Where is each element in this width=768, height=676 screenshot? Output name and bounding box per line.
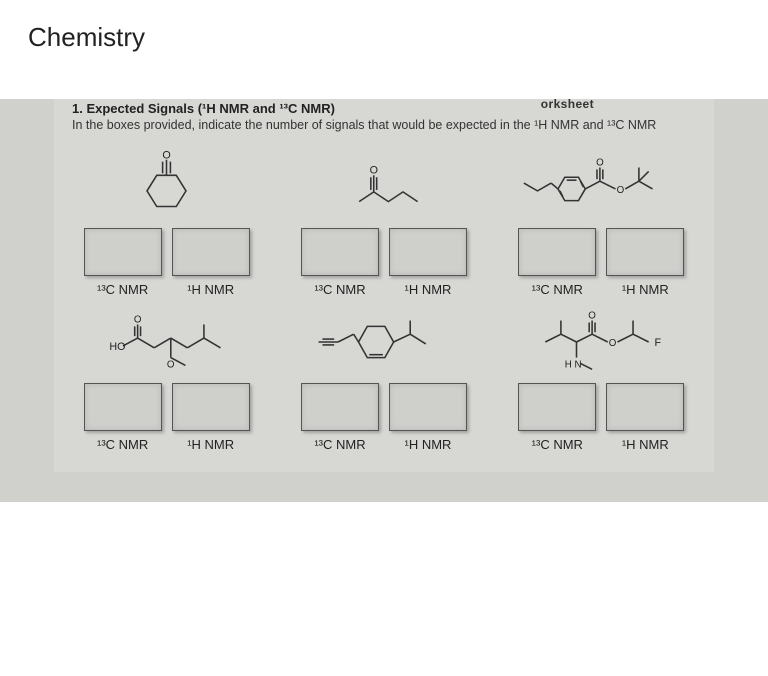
label-c13: ¹³C NMR [84, 282, 162, 297]
answer-box-h1[interactable] [172, 383, 250, 431]
structure-amine-ester: O O H N F [507, 303, 696, 381]
label-h1: ¹H NMR [606, 437, 684, 452]
structure-aryl-ester: O O [507, 148, 696, 226]
label-c13: ¹³C NMR [518, 437, 596, 452]
label-h1: ¹H NMR [606, 282, 684, 297]
label-h1: ¹H NMR [172, 437, 250, 452]
question-title: Expected Signals (¹H NMR and ¹³C NMR) [86, 101, 334, 116]
answer-box-h1[interactable] [389, 228, 467, 276]
svg-text:O: O [134, 314, 142, 325]
answer-box-h1[interactable] [606, 383, 684, 431]
answer-box-c13[interactable] [84, 383, 162, 431]
answer-box-h1[interactable] [172, 228, 250, 276]
answer-box-c13[interactable] [301, 228, 379, 276]
problem-2: O ¹³C NMR ¹H NMR [289, 148, 478, 297]
structure-aldehyde: O [289, 148, 478, 226]
svg-text:HO: HO [109, 341, 125, 353]
problem-6: O O H N F ¹³C NMR ¹H NMR [507, 303, 696, 452]
problem-3: O O ¹³C NMR ¹H NMR [507, 148, 696, 297]
structure-acid-ether: O HO O [72, 303, 261, 381]
answer-box-c13[interactable] [518, 383, 596, 431]
svg-text:F: F [655, 337, 662, 349]
answer-box-h1[interactable] [389, 383, 467, 431]
svg-text:O: O [162, 150, 170, 162]
svg-text:O: O [597, 157, 605, 168]
svg-text:O: O [617, 185, 625, 196]
svg-text:O: O [609, 338, 617, 349]
problem-1: O ¹³C NMR ¹H NMR [72, 148, 261, 297]
label-c13: ¹³C NMR [84, 437, 162, 452]
question-subtext: In the boxes provided, indicate the numb… [72, 117, 696, 134]
label-c13: ¹³C NMR [518, 282, 596, 297]
problem-grid: O ¹³C NMR ¹H NMR [72, 148, 696, 452]
svg-text:O: O [370, 164, 378, 176]
answer-box-c13[interactable] [84, 228, 162, 276]
worksheet-paper: orksheet 1. Expected Signals (¹H NMR and… [54, 99, 714, 472]
svg-text:O: O [589, 310, 597, 321]
structure-alkyne-cyclohexene [289, 303, 478, 381]
label-h1: ¹H NMR [172, 282, 250, 297]
label-c13: ¹³C NMR [301, 437, 379, 452]
label-h1: ¹H NMR [389, 282, 467, 297]
answer-box-h1[interactable] [606, 228, 684, 276]
label-c13: ¹³C NMR [301, 282, 379, 297]
cutoff-header-text: orksheet [541, 97, 594, 111]
structure-cyclohexanone: O [72, 148, 261, 226]
page-title: Chemistry [0, 0, 768, 53]
answer-box-c13[interactable] [518, 228, 596, 276]
svg-text:N: N [575, 359, 582, 370]
worksheet-photo-area: orksheet 1. Expected Signals (¹H NMR and… [0, 99, 768, 502]
question-heading: 1. Expected Signals (¹H NMR and ¹³C NMR) [72, 99, 696, 116]
answer-box-c13[interactable] [301, 383, 379, 431]
problem-5: ¹³C NMR ¹H NMR [289, 303, 478, 452]
label-h1: ¹H NMR [389, 437, 467, 452]
question-number: 1. [72, 101, 83, 116]
problem-4: O HO O ¹³C NMR ¹H NMR [72, 303, 261, 452]
svg-text:O: O [167, 359, 175, 370]
svg-text:H: H [565, 359, 572, 370]
